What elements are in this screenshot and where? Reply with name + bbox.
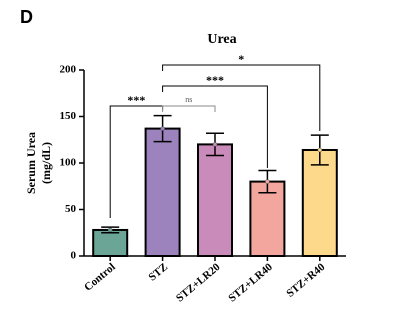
x-tick-label: STZ [147, 261, 171, 284]
y-axis-label: Serum Urea (mg/dL) [24, 132, 53, 194]
x-tick-label: Control [82, 261, 118, 294]
bar [197, 143, 233, 257]
y-tick-label: 50 [65, 203, 77, 215]
significance-bracket [162, 64, 321, 131]
y-tick-label: 0 [71, 250, 77, 262]
mean-dot [160, 126, 165, 131]
x-tick-label: STZ+LR20 [174, 261, 223, 305]
significance-bracket [162, 105, 216, 112]
bar [301, 148, 338, 257]
significance-label: *** [206, 73, 224, 87]
mean-dot [317, 147, 323, 153]
chart-title: Urea [207, 32, 236, 47]
bar [144, 127, 181, 257]
x-tick-label: STZ+LR40 [226, 261, 275, 305]
significance-label: ns [185, 95, 192, 104]
y-label-line: Serum Urea [24, 132, 38, 194]
x-tick-label: STZ+R40 [284, 261, 327, 300]
panel-label: D [20, 7, 33, 27]
y-label-line: (mg/dL) [39, 142, 53, 184]
mean-dot [265, 179, 270, 184]
mean-dot [107, 227, 113, 233]
bar [92, 228, 129, 258]
mean-dot [212, 142, 218, 147]
significance-label: *** [127, 93, 145, 107]
significance-label: * [238, 52, 244, 66]
y-tick-label: 150 [60, 110, 77, 122]
y-tick-label: 200 [60, 64, 77, 76]
significance-bracket [162, 85, 268, 168]
y-tick-label: 100 [60, 157, 77, 169]
